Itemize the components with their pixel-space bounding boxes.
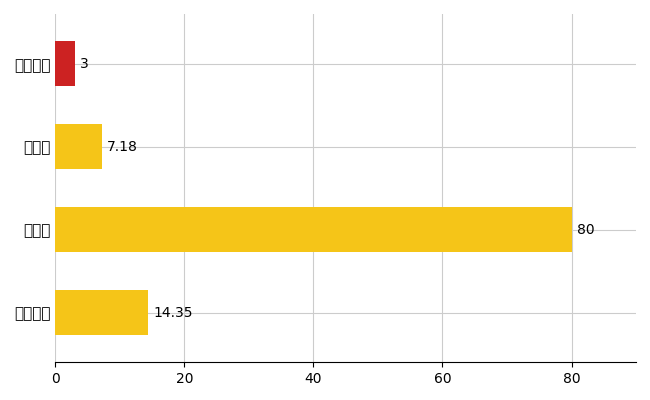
Text: 80: 80	[577, 223, 594, 237]
Bar	[55, 124, 101, 170]
Bar	[55, 290, 148, 336]
Bar	[55, 207, 571, 252]
Text: 7.18: 7.18	[107, 140, 138, 154]
Text: 3: 3	[80, 57, 88, 71]
Bar	[55, 41, 75, 86]
Text: 14.35: 14.35	[153, 306, 192, 320]
